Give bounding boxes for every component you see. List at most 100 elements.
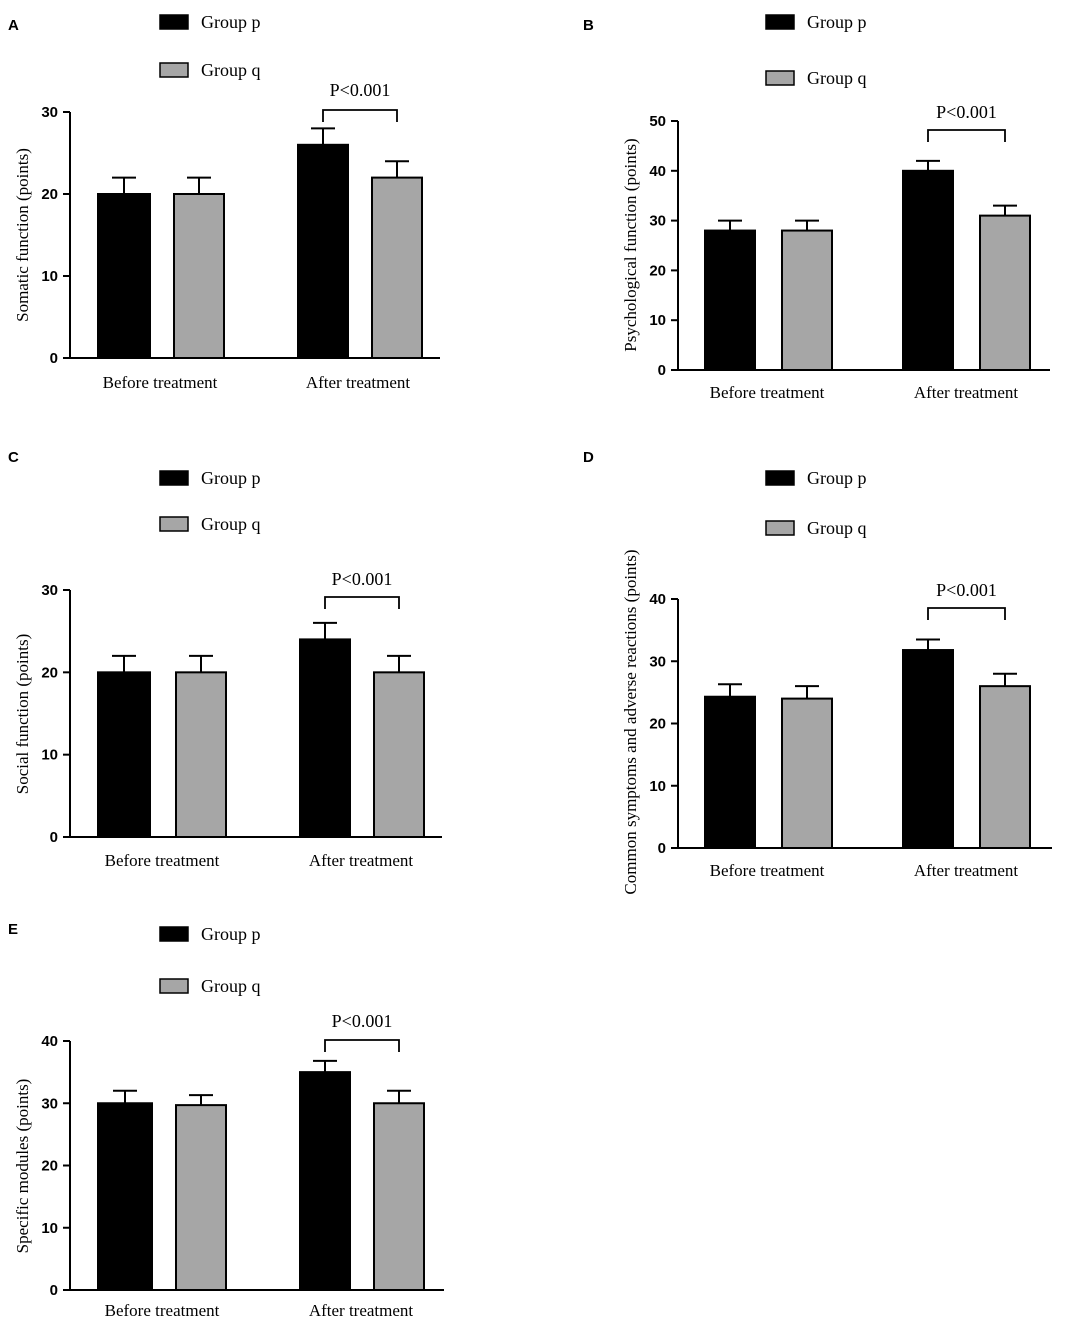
bar-group-q-after: [373, 671, 425, 838]
legend-swatch-group-q: [765, 70, 795, 86]
significance-label: P<0.001: [330, 80, 391, 100]
legend: Group p Group q: [765, 468, 867, 538]
bar-group-q-before: [173, 193, 225, 359]
y-tick-label: 20: [41, 664, 58, 681]
y-tick-label: 50: [649, 113, 666, 130]
legend-label-group-q: Group q: [807, 518, 867, 538]
panel-letter: A: [8, 17, 19, 34]
significance-label: P<0.001: [936, 102, 997, 122]
y-tick-label: 20: [649, 716, 666, 733]
panel-letter: E: [8, 921, 18, 938]
bar-group-p-before: [97, 671, 151, 838]
y-tick-label: 40: [41, 1033, 58, 1050]
bar-group-q-after: [979, 685, 1031, 850]
bar-group-q-after: [371, 176, 423, 359]
significance-bracket: [322, 109, 398, 122]
legend-swatch-group-q: [765, 520, 795, 536]
bar-group-q-before: [175, 1104, 227, 1292]
legend-swatch-group-q: [159, 62, 189, 78]
x-category-label: Before treatment: [105, 851, 220, 870]
y-tick-label: 0: [50, 350, 58, 367]
x-category-label: After treatment: [309, 1301, 414, 1320]
bar-group-p-after: [299, 1071, 351, 1291]
x-category-label: After treatment: [914, 383, 1019, 402]
legend: Group p Group q: [765, 12, 867, 88]
y-tick-label: 0: [50, 829, 58, 846]
legend-swatch-group-p: [765, 14, 795, 30]
panel-letter: D: [583, 449, 594, 466]
y-tick-label: 10: [649, 778, 666, 795]
y-axis-title: Common symptoms and adverse reactions (p…: [621, 549, 640, 894]
y-tick-label: 30: [41, 1095, 58, 1112]
panel-b: B Group p Group q 0 10 20 30 40 50 Psychological …: [583, 12, 1050, 402]
legend-label-group-p: Group p: [201, 924, 261, 944]
bar-group-p-after: [902, 649, 954, 849]
y-axis-title: Somatic function (points): [13, 148, 32, 322]
significance-label: P<0.001: [332, 1011, 393, 1031]
y-axis-title: Specific modules (points): [13, 1079, 32, 1254]
y-tick-label: 30: [649, 213, 666, 230]
x-category-label: Before treatment: [105, 1301, 220, 1320]
x-category-label: After treatment: [914, 861, 1019, 880]
significance-bracket: [324, 596, 400, 609]
legend-label-group-q: Group q: [807, 68, 867, 88]
panel-a: A Group p Group q 0 10 20 30 Somatic function (…: [8, 12, 440, 392]
y-tick-label: 0: [658, 362, 666, 379]
significance-label: P<0.001: [936, 580, 997, 600]
y-tick-label: 10: [649, 312, 666, 329]
x-category-label: Before treatment: [710, 383, 825, 402]
x-category-label: After treatment: [309, 851, 414, 870]
y-tick-label: 30: [649, 653, 666, 670]
bar-group-p-before: [97, 193, 151, 359]
x-category-label: After treatment: [306, 373, 411, 392]
y-tick-label: 20: [41, 1158, 58, 1175]
bar-group-q-before: [175, 671, 227, 838]
legend-label-group-p: Group p: [201, 12, 261, 32]
legend-label-group-p: Group p: [807, 12, 867, 32]
significance-bracket: [927, 129, 1006, 142]
legend-swatch-group-p: [159, 926, 189, 942]
y-tick-label: 30: [41, 104, 58, 121]
y-tick-label: 10: [41, 268, 58, 285]
x-category-label: Before treatment: [710, 861, 825, 880]
legend: Group p Group q: [159, 468, 261, 534]
x-category-label: Before treatment: [103, 373, 218, 392]
y-axis-title: Social function (points): [13, 634, 32, 795]
panel-letter: B: [583, 17, 594, 34]
significance-bracket: [927, 607, 1006, 620]
bar-group-p-after: [297, 143, 349, 359]
y-tick-label: 0: [50, 1282, 58, 1299]
y-tick-label: 20: [649, 262, 666, 279]
legend: Group p Group q: [159, 12, 261, 80]
significance-bracket: [324, 1039, 400, 1052]
panel-e: E Group p Group q 0 10 20 30 40 Specific modules…: [8, 921, 444, 1320]
legend-swatch-group-q: [159, 516, 189, 532]
bar-group-p-after: [902, 169, 954, 371]
bar-group-p-before: [97, 1102, 153, 1291]
legend-swatch-group-p: [159, 14, 189, 30]
legend-swatch-group-q: [159, 978, 189, 994]
y-tick-label: 30: [41, 582, 58, 599]
bar-group-p-before: [704, 229, 756, 371]
y-axis-title: Psychological function (points): [621, 138, 640, 351]
legend-label-group-p: Group p: [201, 468, 261, 488]
y-tick-label: 40: [649, 163, 666, 180]
legend-swatch-group-p: [765, 470, 795, 486]
legend-label-group-p: Group p: [807, 468, 867, 488]
legend-label-group-q: Group q: [201, 514, 261, 534]
panel-d: D Group p Group q 0 10 20 30 40 Common symptoms …: [583, 449, 1052, 895]
legend: Group p Group q: [159, 924, 261, 996]
bar-group-q-before: [781, 229, 833, 371]
y-tick-label: 40: [649, 591, 666, 608]
significance-label: P<0.001: [332, 569, 393, 589]
y-tick-label: 10: [41, 747, 58, 764]
bar-group-p-after: [299, 638, 351, 839]
panel-c: C Group p Group q 0 10 20 30 Social function (p…: [8, 449, 442, 870]
y-tick-label: 20: [41, 186, 58, 203]
panel-letter: C: [8, 449, 19, 466]
bar-group-q-after: [373, 1102, 425, 1291]
legend-label-group-q: Group q: [201, 976, 261, 996]
bar-group-q-after: [979, 214, 1031, 371]
legend-swatch-group-p: [159, 470, 189, 486]
